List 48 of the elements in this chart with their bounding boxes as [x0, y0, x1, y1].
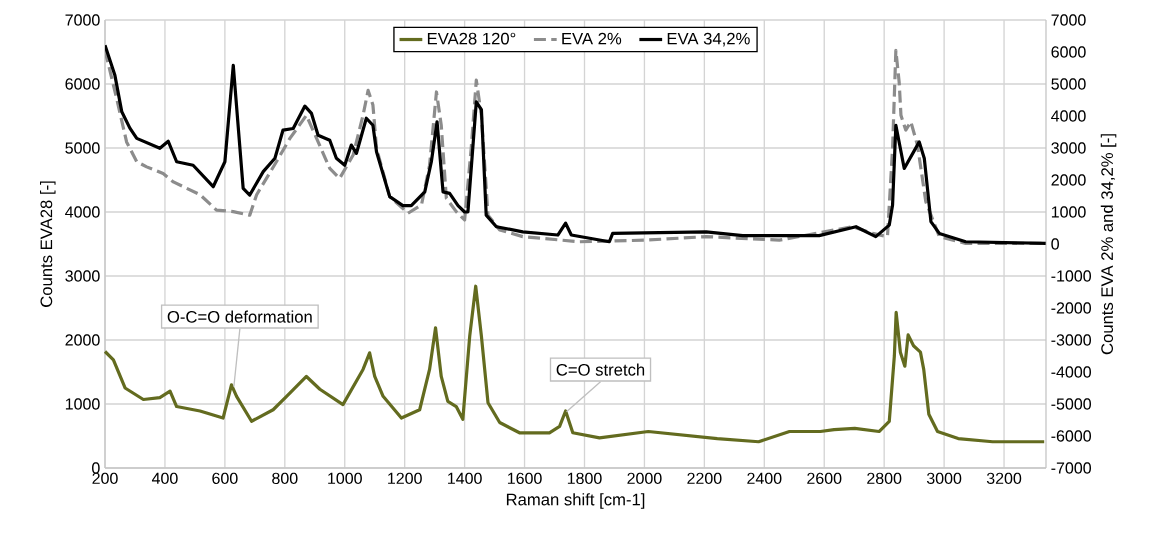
y-tick-label: 6000	[65, 78, 100, 90]
x-tick-label: 2000	[627, 472, 662, 485]
y-axis-title: Counts EVA28 [-]	[40, 181, 56, 307]
y2-tick-label: -5000	[1051, 398, 1091, 410]
x-tick-label: 2600	[807, 472, 842, 485]
x-tick-label: 2400	[747, 472, 782, 485]
x-tick-label: 1200	[388, 472, 422, 485]
x-tick-label: 1600	[507, 472, 542, 485]
annotation: C=O stretch	[556, 363, 645, 376]
x-tick-label: 3000	[926, 472, 962, 485]
x-tick-label: 2200	[687, 472, 722, 485]
x-tick-label: 1800	[567, 472, 602, 485]
y-tick-label: 7000	[65, 14, 100, 26]
y2-tick-label: -3000	[1051, 334, 1091, 346]
y2-tick-label: -1000	[1051, 270, 1091, 282]
y-tick-label: 1000	[65, 398, 100, 410]
line-series	[103, 284, 1046, 444]
x-tick-label: 400	[151, 472, 178, 485]
legend-label: EVA 34,2%	[667, 32, 750, 47]
legend-label: EVA 2%	[562, 32, 622, 45]
y2-tick-label: 3000	[1051, 142, 1086, 154]
y-tick-label: 4000	[65, 206, 100, 218]
x-tick-label: 800	[272, 472, 298, 485]
y-tick-label: 2000	[65, 334, 100, 346]
y2-tick-label: -6000	[1051, 430, 1091, 442]
x-axis-title: Raman shift [cm-1]	[506, 493, 645, 509]
x-tick-label: 1400	[448, 472, 482, 485]
y2-axis-title: Counts EVA 2% and 34,2% [-]	[1100, 134, 1117, 355]
y-tick-label: 5000	[65, 142, 100, 154]
y2-tick-label: 1000	[1051, 206, 1086, 218]
y2-tick-label: 4000	[1051, 110, 1086, 122]
y-tick-label: 3000	[65, 270, 100, 282]
y2-tick-label: -2000	[1051, 302, 1091, 314]
x-tick-label: 2800	[867, 472, 902, 485]
annotation: O-C=O deformation	[167, 310, 312, 323]
x-tick-label: 1000	[328, 472, 362, 485]
y2-tick-label: -7000	[1051, 462, 1091, 474]
y-tick-label: 0	[92, 462, 100, 474]
y2-tick-label: 6000	[1051, 46, 1086, 58]
y2-tick-label: 2000	[1051, 174, 1086, 186]
x-tick-label: 200	[92, 472, 118, 485]
x-tick-label: 600	[212, 472, 238, 485]
y2-tick-label: 7000	[1051, 14, 1086, 26]
y2-tick-label: 5000	[1051, 78, 1086, 90]
legend-label: EVA28 120°	[427, 32, 516, 45]
y2-tick-label: 0	[1051, 238, 1059, 250]
x-tick-label: 3200	[986, 472, 1022, 485]
y2-tick-label: -4000	[1051, 366, 1091, 378]
